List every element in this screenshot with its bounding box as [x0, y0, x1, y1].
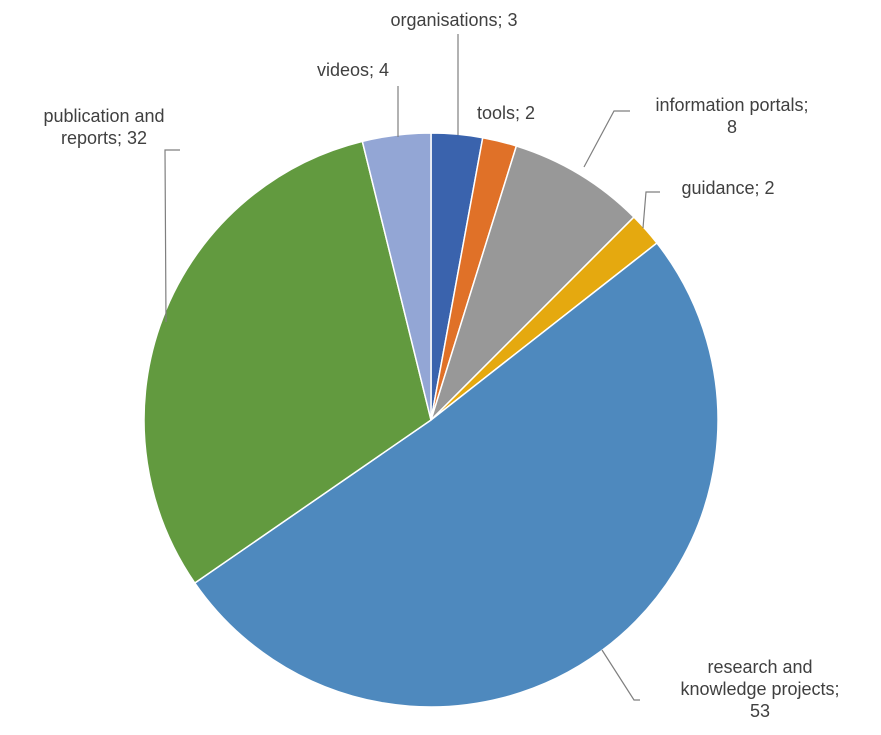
- pie-slice-research-and-knowledge-projects: [193, 241, 719, 708]
- data-label-videos: videos; 4: [317, 60, 389, 80]
- data-label-research-and-knowledge-projects: research and knowledge projects; 53: [680, 657, 839, 721]
- pie-slice-information-portals: [430, 145, 636, 421]
- data-label-line: 8: [727, 117, 737, 137]
- data-label-line: research and: [707, 657, 812, 677]
- data-label-line: information portals;: [655, 95, 808, 115]
- data-label-line: reports; 32: [61, 128, 147, 148]
- data-labels: organisations; 3 tools; 2 information port…: [43, 10, 839, 721]
- leader-line-research-and-knowledge-projects: [601, 649, 640, 701]
- data-label-publication-and-reports: publication and reports; 32: [43, 106, 164, 148]
- data-label-tools: tools; 2: [477, 103, 535, 123]
- pie-slices: [143, 132, 719, 708]
- pie-slice-publication-and-reports: [143, 140, 432, 585]
- data-label-line: knowledge projects;: [680, 679, 839, 699]
- leader-lines: [164, 34, 660, 701]
- leader-line-guidance: [642, 191, 660, 229]
- data-label-organisations: organisations; 3: [390, 10, 517, 30]
- data-label-line: organisations; 3: [390, 10, 517, 30]
- data-label-line: guidance; 2: [681, 178, 774, 198]
- data-label-information-portals: information portals; 8: [655, 95, 808, 137]
- data-label-guidance: guidance; 2: [681, 178, 774, 198]
- data-label-line: tools; 2: [477, 103, 535, 123]
- pie-slice-videos: [361, 132, 432, 421]
- leader-line-publication-and-reports: [164, 149, 180, 323]
- data-label-line: publication and: [43, 106, 164, 126]
- leader-line-information-portals: [583, 110, 630, 168]
- data-label-line: videos; 4: [317, 60, 389, 80]
- data-label-line: 53: [750, 701, 770, 721]
